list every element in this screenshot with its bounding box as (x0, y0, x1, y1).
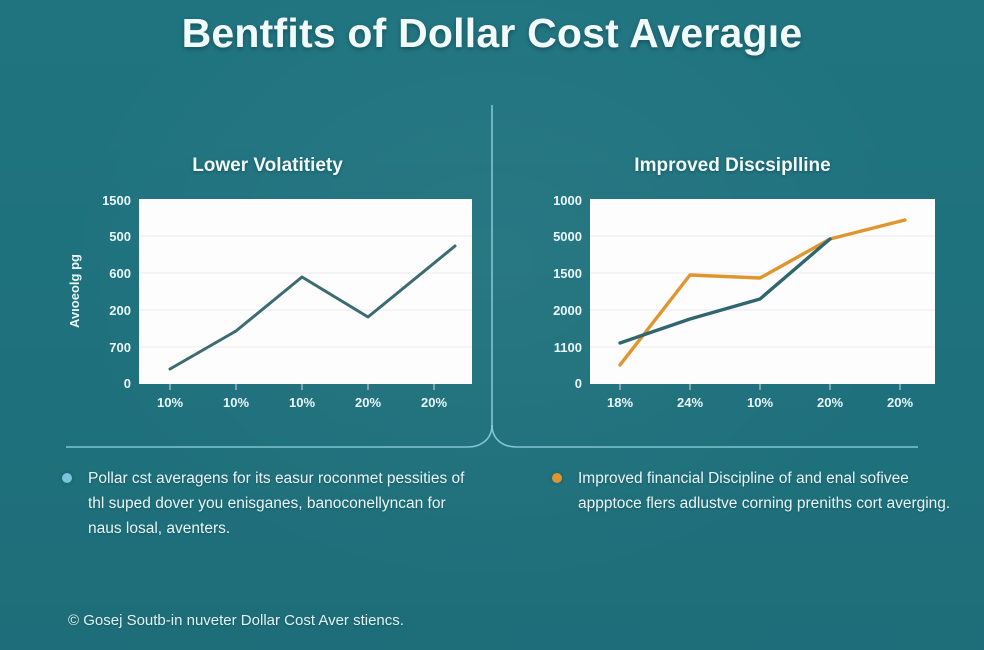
x-tick-label: 10% (223, 395, 249, 410)
y-axis-ticks: 0 1100 2000 1500 5000 1000 (553, 193, 582, 391)
series-line-discipline-teal (618, 237, 832, 345)
chart-lower-volatility: 0 700 200 600 500 1500 Avıoeolg pg (55, 191, 480, 416)
plot-area-background (139, 199, 472, 384)
bullet-list-left: Pollar cst averagens for its easur rocon… (62, 466, 482, 541)
bullet-list-right: Improved financial Discipline of and ena… (552, 466, 952, 516)
series-line-discipline-orange (618, 218, 907, 367)
page-title: Bentfits of Dollar Cost Averagıe (181, 10, 803, 56)
gridlines-horizontal (590, 235, 935, 348)
x-axis-ticks-marks (169, 384, 435, 390)
x-tick-label: 24% (677, 395, 703, 410)
bullet-dot-icon (62, 473, 72, 483)
x-axis-ticks: 10% 10% 10% 20% 20% (157, 395, 447, 410)
footer-copyright: © Gosej Soutb-in nuveter Dollar Cost Ave… (68, 612, 404, 629)
y-tick-label: 700 (109, 340, 131, 355)
x-tick-label: 20% (887, 395, 913, 410)
bullet-text-improved-discipline: Improved financial Discipline of and ena… (578, 470, 951, 512)
y-tick-label: 200 (109, 303, 131, 318)
series-line-average-cost (168, 244, 457, 371)
y-tick-label: 1000 (553, 193, 582, 208)
x-tick-label: 20% (817, 395, 843, 410)
x-axis-ticks-marks (619, 384, 901, 390)
y-tick-label: 2000 (553, 303, 582, 318)
x-tick-label: 10% (747, 395, 773, 410)
y-axis-ticks: 0 700 200 600 500 1500 (102, 193, 131, 391)
list-item: Improved financial Discipline of and ena… (552, 466, 952, 516)
panel-improved-discipline: Improved Discsiplline 0 1100 2000 1500 5… (520, 155, 945, 416)
y-tick-label: 1500 (553, 266, 582, 281)
x-tick-label: 18% (607, 395, 633, 410)
panel-lower-volatility: Lower Volatitiety 0 700 200 600 (55, 155, 480, 416)
y-tick-label: 0 (124, 376, 131, 391)
bullet-text-lower-volatility: Pollar cst averagens for its easur rocon… (88, 470, 465, 537)
plot-area-background (590, 199, 935, 384)
y-tick-label: 1500 (102, 193, 131, 208)
list-item: Pollar cst averagens for its easur rocon… (62, 466, 482, 541)
y-tick-label: 1100 (554, 340, 582, 355)
chart-improved-discipline: 0 1100 2000 1500 5000 1000 (520, 191, 945, 416)
y-tick-label: 5000 (553, 229, 582, 244)
y-tick-label: 0 (575, 376, 582, 391)
bullet-dot-icon (552, 473, 562, 483)
x-tick-label: 20% (355, 395, 381, 410)
gridlines-horizontal (139, 235, 472, 348)
panel-title-lower-volatility: Lower Volatitiety (192, 155, 343, 176)
x-tick-label: 10% (157, 395, 183, 410)
y-tick-label: 500 (109, 229, 131, 244)
x-axis-ticks: 18% 24% 10% 20% 20% (607, 395, 913, 410)
x-tick-label: 10% (289, 395, 315, 410)
y-tick-label: 600 (109, 266, 131, 281)
y-axis-title: Avıoeolg pg (67, 254, 82, 328)
x-tick-label: 20% (421, 395, 447, 410)
chart-svg-lower-volatility: 0 700 200 600 500 1500 Avıoeolg pg (67, 193, 472, 410)
panel-title-improved-discipline: Improved Discsiplline (634, 155, 831, 176)
chart-svg-improved-discipline: 0 1100 2000 1500 5000 1000 (553, 193, 935, 410)
